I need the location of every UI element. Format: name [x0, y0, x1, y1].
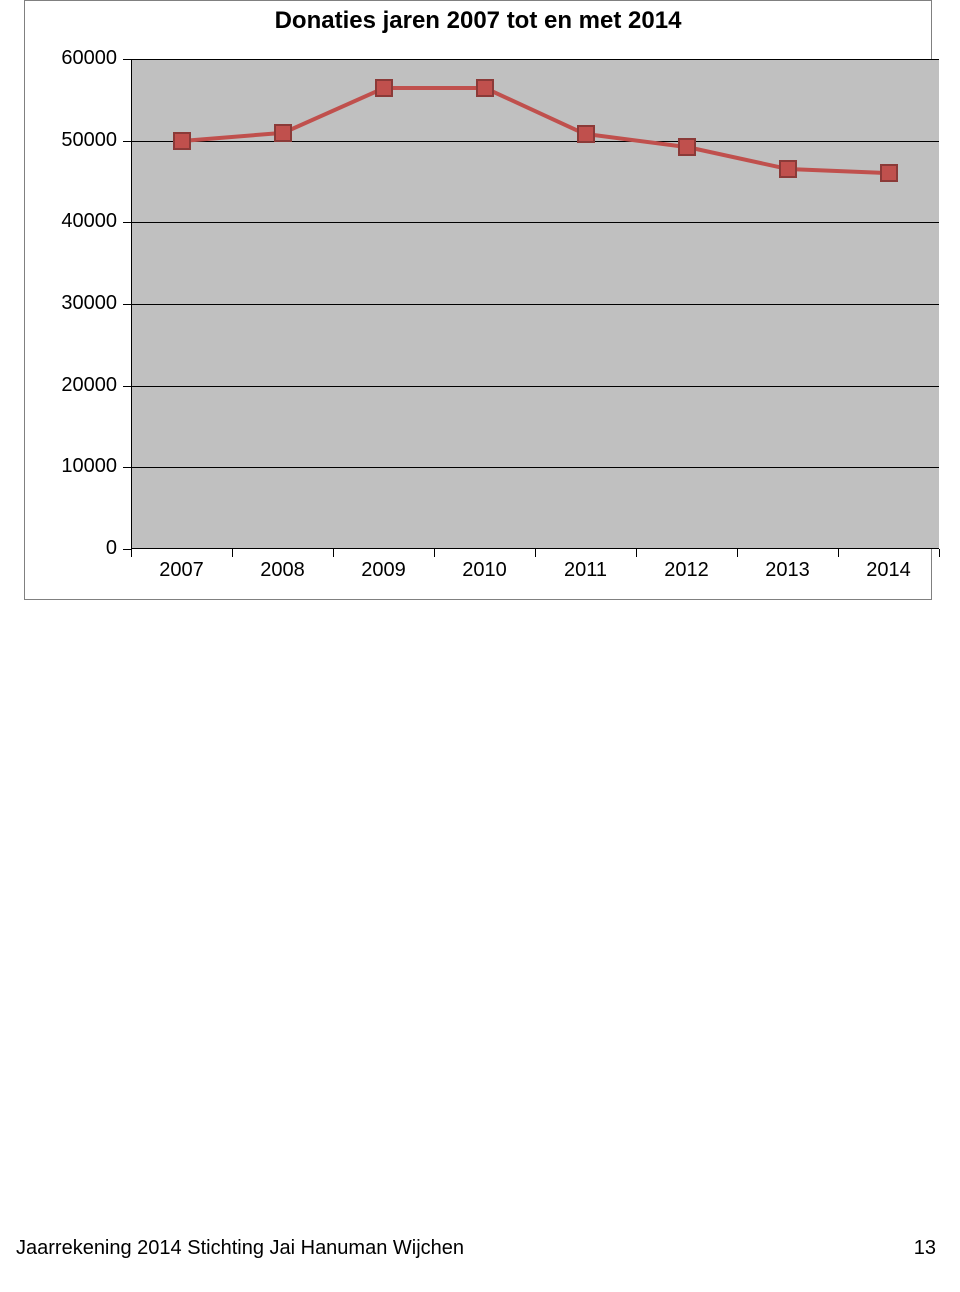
data-marker	[274, 124, 292, 142]
ytick-label: 60000	[25, 47, 117, 70]
data-marker	[577, 125, 595, 143]
xtick-label: 2007	[131, 559, 232, 582]
xtick-mark	[434, 549, 435, 557]
ytick-mark	[123, 549, 131, 550]
series-line-segment	[484, 86, 587, 136]
ytick-mark	[123, 222, 131, 223]
xtick-label: 2009	[333, 559, 434, 582]
data-marker	[173, 132, 191, 150]
xtick-mark	[636, 549, 637, 557]
ytick-label: 30000	[25, 292, 117, 315]
xtick-label: 2012	[636, 559, 737, 582]
series-line-segment	[282, 86, 385, 135]
gridline	[131, 141, 939, 142]
y-axis	[131, 59, 132, 549]
ytick-mark	[123, 304, 131, 305]
ytick-label: 0	[25, 537, 117, 560]
data-marker	[779, 160, 797, 178]
xtick-mark	[333, 549, 334, 557]
xtick-mark	[737, 549, 738, 557]
gridline	[131, 304, 939, 305]
data-marker	[476, 79, 494, 97]
chart-container: Donaties jaren 2007 tot en met 2014 0 1000…	[24, 0, 932, 600]
xtick-label: 2010	[434, 559, 535, 582]
xtick-mark	[838, 549, 839, 557]
ytick-label: 20000	[25, 374, 117, 397]
ytick-label: 10000	[25, 455, 117, 478]
xtick-mark	[131, 549, 132, 557]
series-line-segment	[686, 145, 788, 171]
xtick-label: 2008	[232, 559, 333, 582]
xtick-mark	[939, 549, 940, 557]
xtick-label: 2014	[838, 559, 939, 582]
plot-area	[131, 59, 939, 549]
data-marker	[678, 138, 696, 156]
gridline	[131, 222, 939, 223]
series-line-segment	[787, 167, 888, 175]
data-marker	[880, 164, 898, 182]
gridline	[131, 386, 939, 387]
ytick-mark	[123, 141, 131, 142]
page-number: 13	[914, 1237, 936, 1260]
ytick-mark	[123, 467, 131, 468]
ytick-mark	[123, 386, 131, 387]
chart-title: Donaties jaren 2007 tot en met 2014	[25, 7, 931, 35]
footer-text: Jaarrekening 2014 Stichting Jai Hanuman …	[16, 1237, 464, 1260]
xtick-label: 2011	[535, 559, 636, 582]
series-line-segment	[384, 86, 485, 90]
xtick-mark	[232, 549, 233, 557]
gridline	[131, 467, 939, 468]
xtick-mark	[535, 549, 536, 557]
gridline	[131, 59, 939, 60]
xtick-label: 2013	[737, 559, 838, 582]
data-marker	[375, 79, 393, 97]
ytick-label: 40000	[25, 210, 117, 233]
ytick-label: 50000	[25, 129, 117, 152]
ytick-mark	[123, 59, 131, 60]
